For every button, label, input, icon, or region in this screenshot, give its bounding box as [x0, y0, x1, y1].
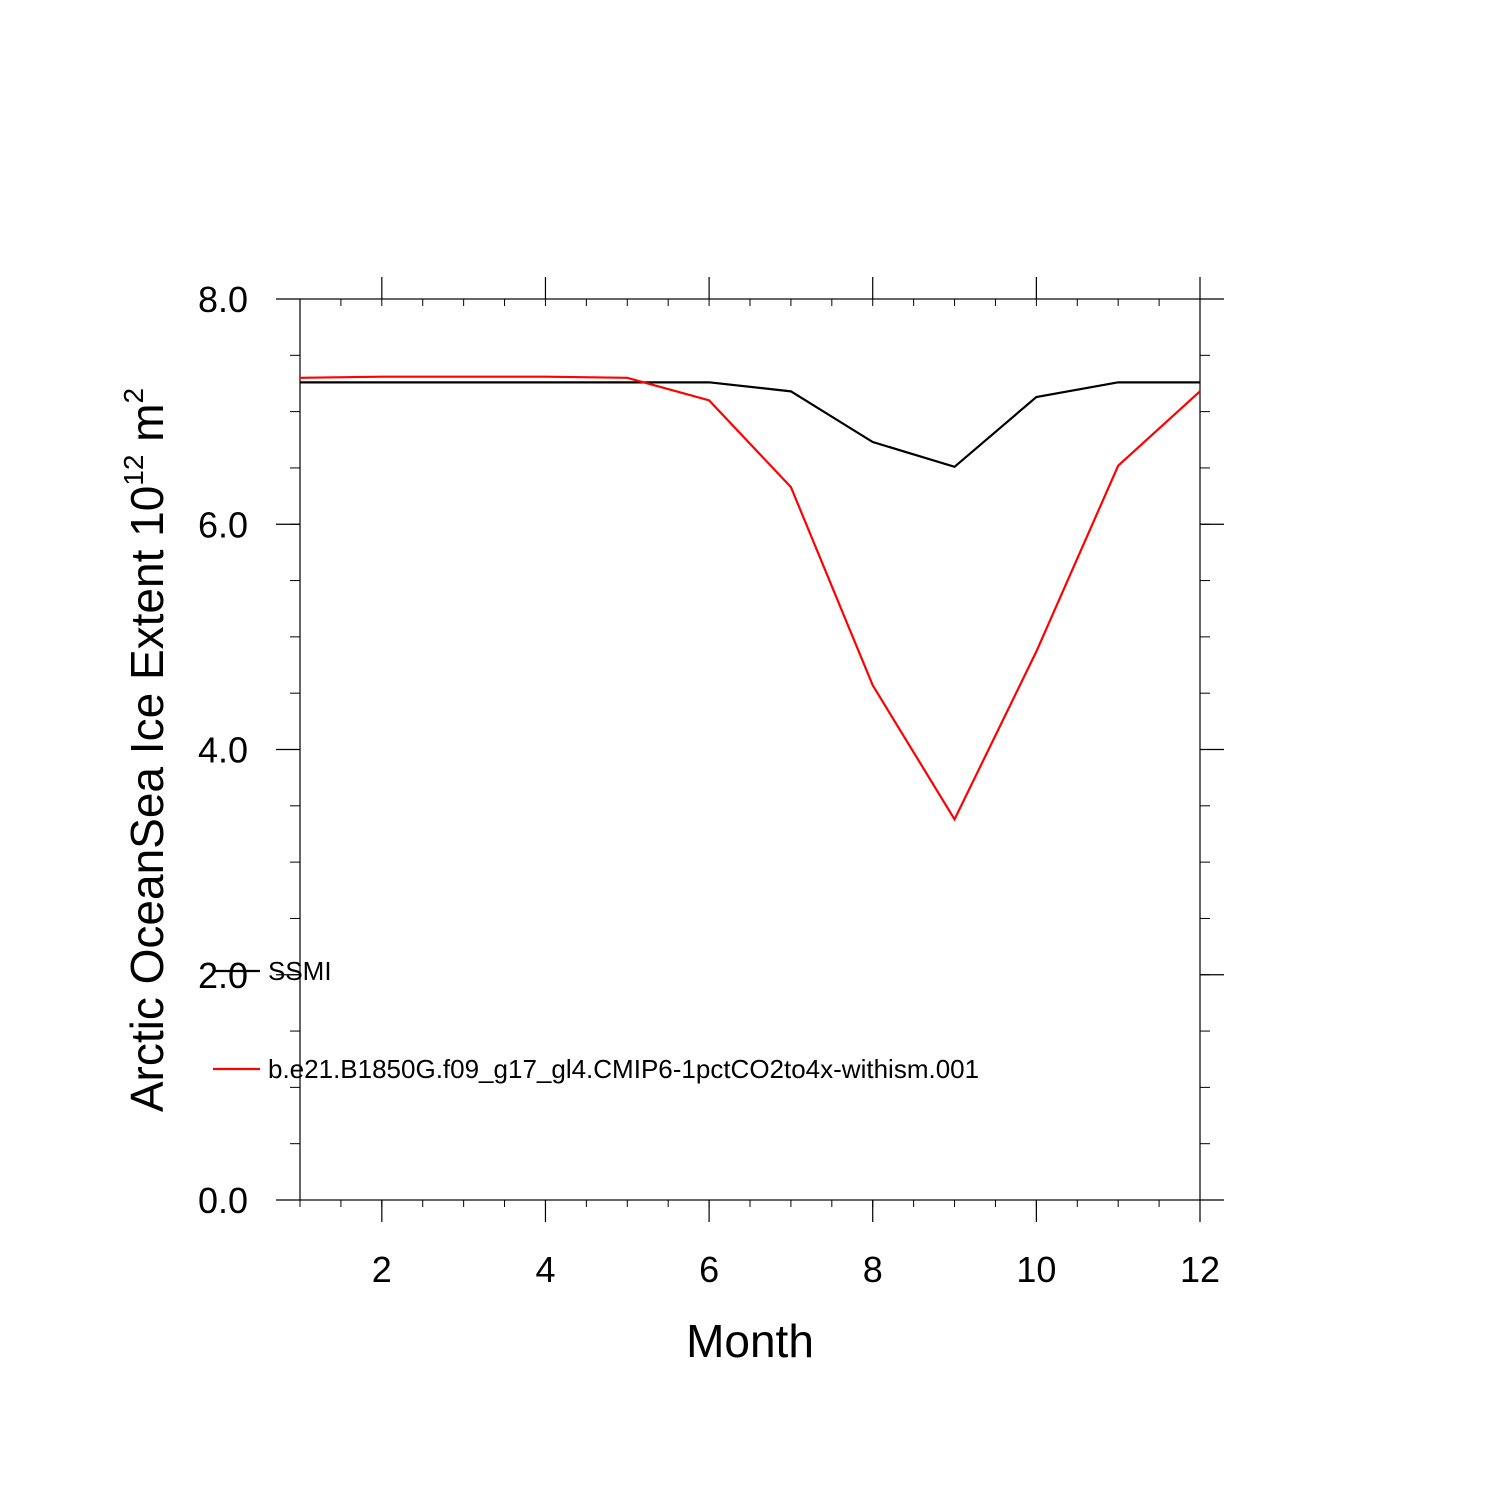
series-line-2	[299, 375, 1201, 822]
y-axis-label-unit-exponent: 2	[118, 388, 149, 404]
x-tick-label: 2	[372, 1249, 392, 1290]
y-axis-label: Arctic OceanSea Ice Extent 1012 m2	[118, 388, 173, 1112]
legend-label: b.e21.B1850G.f09_g17_gl4.CMIP6-1pctCO2to…	[268, 1054, 979, 1084]
y-tick-label: 0.0	[198, 1180, 248, 1221]
y-tick-labels: 0.0 2.0 4.0 6.0 8.0	[198, 279, 248, 1221]
y-axis-label-exponent: 12	[118, 455, 149, 486]
x-tick-label: 6	[699, 1249, 719, 1290]
y-tick-label: 2.0	[198, 955, 248, 996]
x-tick-label: 8	[863, 1249, 883, 1290]
major-ticks	[276, 277, 1224, 1222]
x-tick-label: 12	[1180, 1249, 1220, 1290]
y-axis-label-main: Arctic OceanSea Ice Extent 10	[121, 486, 173, 1112]
x-tick-label: 10	[1016, 1249, 1056, 1290]
legend-label: SSMI	[268, 956, 332, 986]
y-axis-label-unit: m	[121, 403, 173, 454]
y-tick-label: 8.0	[198, 279, 248, 320]
x-axis-label: Month	[686, 1315, 814, 1367]
series-lines	[299, 375, 1201, 822]
x-tick-label: 4	[535, 1249, 555, 1290]
legend: SSMI b.e21.B1850G.f09_g17_gl4.CMIP6-1pctC…	[213, 956, 979, 1084]
y-tick-label: 6.0	[198, 504, 248, 545]
x-tick-labels: 2 4 6 8 10 12	[372, 1249, 1220, 1290]
series-line-1	[300, 381, 1200, 469]
y-tick-label: 4.0	[198, 730, 248, 771]
